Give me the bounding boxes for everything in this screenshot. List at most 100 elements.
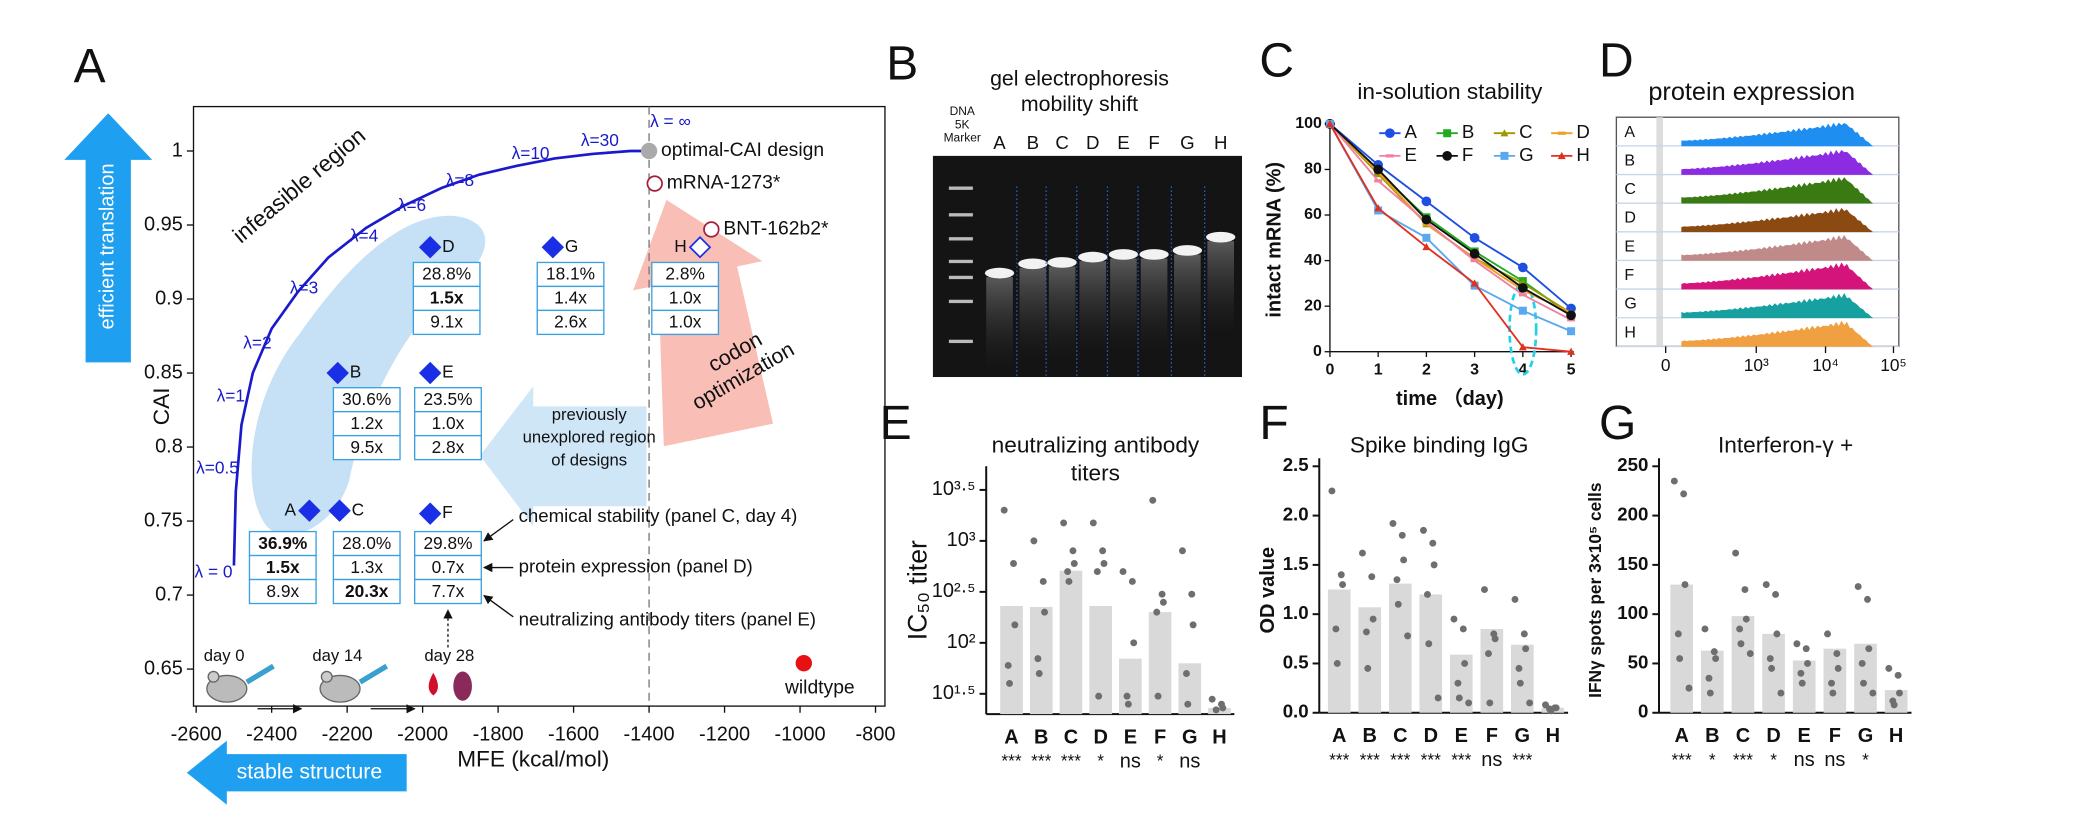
data-dot [1706,689,1714,697]
metric-value: 1.0x [669,312,702,332]
x-tick-label: D [1766,725,1780,747]
row-label: A [1624,124,1635,141]
series-point [1470,258,1479,263]
panel-title: Interferon-γ + [1718,432,1853,457]
metric-cell [414,578,482,605]
data-dot [1701,625,1709,633]
bar [1823,648,1847,713]
data-point [418,502,442,525]
data-dot [1511,595,1519,603]
data-dot [1011,621,1019,629]
data-dot [1834,664,1842,672]
data-dot [1793,640,1801,648]
metric-value: 29.8% [423,533,472,553]
metric-value: 1.0x [669,288,702,308]
data-dot [1070,560,1078,567]
x-tick-label: -1800 [473,724,524,746]
bar [1358,607,1382,713]
ladder-band [948,275,973,280]
gel-smear [1207,241,1235,335]
series-point [1325,119,1334,128]
ladder-band [948,213,973,217]
significance: * [1862,749,1869,769]
lambda-label: λ=0.5 [196,458,239,478]
y-tick-label: 0.5 [1283,651,1309,672]
series-line [1329,123,1572,321]
series-point [1517,283,1528,293]
x-tick-label: D [1424,725,1438,747]
x-tick-label: -2000 [397,724,448,746]
significance: *** [1360,749,1380,769]
y-tick-label: 1 [172,139,183,161]
panel-title: titers [1071,460,1120,485]
data-dot [1041,608,1049,616]
data-dot [1732,549,1740,557]
x-tick-label: F [1154,726,1166,748]
x-tick-label: -800 [856,724,896,746]
x-tick-label: -2400 [246,724,297,746]
legend-label: A [1405,121,1418,142]
metric-value: 2.8% [665,264,704,284]
data-dot [1854,583,1862,591]
x-tick-label: E [1798,725,1811,747]
point-label: F [442,502,453,522]
y-axis-label: IC₅₀ titer [903,540,933,640]
data-dot [1890,701,1898,709]
data-dot [1189,621,1197,629]
x-axis-label: MFE (kcal/mol) [457,747,609,772]
legend-marker [1500,129,1509,137]
arrow-label: efficient translation [97,163,119,329]
data-dot [1676,655,1684,663]
row-label: C [1624,181,1636,198]
histogram [1681,122,1874,147]
x-tick-label: 0 [1325,362,1334,379]
row-label: F [1624,267,1634,284]
y-tick-label: 0.65 [144,657,183,679]
data-point [640,142,658,160]
histogram [1681,293,1874,319]
y-tick-label: 2.0 [1283,504,1309,525]
ladder-band [948,259,973,264]
gel-smear [1048,266,1076,360]
data-dot [1358,549,1366,557]
data-point [418,361,442,385]
gel-band [1172,245,1203,256]
legend-text: neutralizing antibody titers (panel E) [519,609,816,630]
x-tick-label: C [1736,725,1750,747]
data-dot [1089,519,1097,527]
row-label: H [1624,324,1636,341]
data-dot [1705,674,1713,682]
x-tick-label: C [1393,725,1407,747]
x-tick-label: 1 [1374,362,1383,379]
panel-letter: F [1259,397,1288,450]
data-dot [1670,477,1678,485]
y-axis-label: IFNγ spots per 3×10⁵ cells [1585,483,1605,698]
legend-marker [1385,128,1395,139]
significance: ns [1794,749,1815,771]
lane-label: C [1055,132,1068,153]
metric-cell [651,309,720,336]
data-dot [1394,600,1402,608]
data-dot [1393,576,1401,584]
data-point [795,654,813,672]
metric-value: 28.0% [342,533,391,553]
y-tick-label: 250 [1617,454,1648,475]
day-label: day 0 [204,646,245,665]
x-tick-label: -1200 [699,724,750,746]
data-dot [1858,660,1866,667]
x-tick-label: G [1182,726,1198,748]
data-dot [1741,586,1749,593]
data-dot [1894,671,1902,679]
data-point [541,235,565,259]
x-tick-label: A [1674,725,1688,747]
metric-value: 18.1% [546,264,595,284]
data-dot [1184,700,1192,708]
data-dot [1039,577,1047,585]
y-tick-label: 100 [1295,115,1322,132]
data-dot [1772,590,1780,598]
gel-smear [986,277,1013,371]
significance: *** [1061,751,1081,771]
series-point [1374,204,1383,212]
significance: * [1157,751,1164,771]
